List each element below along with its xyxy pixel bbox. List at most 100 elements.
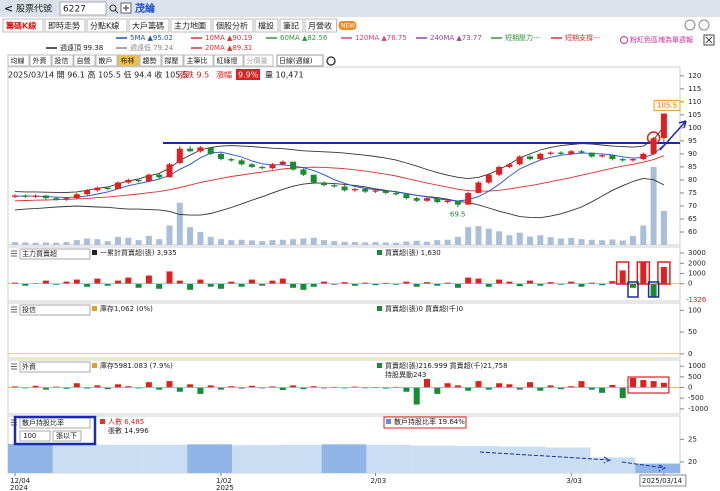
- flow-bar: [619, 270, 626, 284]
- decline-arrow: [479, 451, 667, 472]
- toolbar-button[interactable]: [51, 54, 74, 67]
- flow-bar: [341, 387, 348, 389]
- y-tick-label: 0: [688, 280, 692, 288]
- toolbar-button[interactable]: [161, 54, 184, 67]
- tab[interactable]: [304, 18, 337, 33]
- new-badge: NEW: [341, 23, 355, 30]
- flow-bar: [609, 281, 616, 284]
- toolbar-button[interactable]: [73, 54, 96, 67]
- pct-value: 9.9%: [238, 71, 259, 80]
- panel-select[interactable]: [19, 304, 91, 316]
- tab[interactable]: [279, 18, 304, 33]
- holding-column: [545, 447, 591, 473]
- volume-bar: [63, 242, 70, 245]
- flow-bar: [516, 387, 523, 390]
- flow-bar: [362, 282, 369, 284]
- tab[interactable]: [128, 18, 170, 33]
- volume-bar: [650, 167, 657, 245]
- toolbar-button[interactable]: [183, 54, 214, 67]
- toolbar-button[interactable]: [243, 54, 274, 67]
- flow-bar: [22, 387, 29, 389]
- tab[interactable]: [86, 18, 128, 33]
- close-icon[interactable]: [703, 34, 715, 46]
- tab-label: 大戶籌碼: [132, 21, 164, 31]
- date-box: [639, 474, 687, 487]
- volume-info: 量 10,471: [265, 71, 304, 80]
- flow-bar: [32, 385, 39, 388]
- toolbar-button[interactable]: [29, 54, 52, 67]
- candle-body: [279, 161, 286, 165]
- flow-bar: [599, 283, 606, 286]
- panel-select[interactable]: [19, 248, 91, 260]
- flow-bar: [12, 386, 18, 388]
- tab[interactable]: [2, 18, 44, 33]
- flow-bar: [650, 283, 657, 298]
- tab[interactable]: [254, 18, 279, 33]
- tab[interactable]: [44, 18, 86, 33]
- code-input[interactable]: [59, 1, 107, 16]
- volume-bar: [12, 242, 18, 245]
- toolbar-button[interactable]: [139, 54, 162, 67]
- flow-bar: [557, 283, 564, 285]
- candle-body: [269, 164, 276, 169]
- back-button[interactable]: <: [4, 2, 13, 15]
- flow-bar: [248, 385, 255, 388]
- candle-body: [382, 190, 389, 193]
- ma-legend: 60MA ▲82.56: [280, 34, 328, 42]
- candle-body: [73, 194, 80, 199]
- flow-bar: [588, 387, 595, 390]
- period-select[interactable]: [276, 54, 324, 67]
- candle-body: [341, 186, 348, 191]
- volume-bar: [341, 241, 348, 245]
- flow-bar: [537, 283, 544, 286]
- flow-bar: [42, 387, 49, 390]
- flow-bar: [444, 383, 451, 388]
- flow-bar: [135, 283, 142, 288]
- panel-legend: 買賣超(張) 1,630: [385, 248, 441, 257]
- volume-bar: [434, 240, 441, 245]
- add-icon[interactable]: [120, 2, 132, 14]
- y-tick-label: 100: [688, 124, 701, 132]
- flow-bar: [187, 283, 194, 290]
- unit-label: 張以下: [56, 432, 77, 440]
- x-tick-label: 2025/03/14: [642, 477, 683, 485]
- flow-bar: [259, 387, 266, 389]
- tab[interactable]: [212, 18, 254, 33]
- holding-column: [590, 457, 636, 473]
- candle-body: [527, 156, 533, 160]
- holding-column: [366, 444, 412, 473]
- flow-bar: [434, 283, 441, 286]
- settings-icon[interactable]: [326, 56, 336, 66]
- unit-button[interactable]: [52, 430, 82, 442]
- y-tick-label: 0: [688, 384, 692, 392]
- flow-bar: [125, 386, 132, 388]
- volume-bar: [630, 235, 636, 245]
- volume-bar: [321, 240, 327, 245]
- volume-bar: [382, 242, 389, 245]
- volume-bar: [197, 232, 204, 245]
- tab[interactable]: [170, 18, 212, 33]
- ma-legend: 短期壓力---: [505, 33, 541, 42]
- toolbar-button[interactable]: [213, 54, 244, 67]
- count-select[interactable]: [19, 430, 51, 442]
- high-label: 105.5: [657, 102, 677, 110]
- toolbar-label: 撐壓: [165, 56, 179, 65]
- toolbar-button[interactable]: [95, 54, 118, 67]
- flow-bar: [496, 383, 503, 388]
- candle-body: [424, 198, 430, 201]
- panel-frame: [7, 302, 681, 359]
- panel-select[interactable]: [19, 361, 91, 373]
- volume-bar: [527, 236, 533, 245]
- help-icons[interactable]: [684, 19, 710, 31]
- flow-bar: [382, 387, 389, 389]
- tab-bar: 籌碼K線 即時走勢 分點K線 大戶籌碼 主力地圖 個股分析 檔設 筆記 月營收 NEW: [2, 18, 357, 33]
- search-icon[interactable]: [109, 4, 119, 14]
- toolbar-button[interactable]: [7, 54, 30, 67]
- candle-body: [290, 161, 297, 170]
- candle-body: [650, 138, 657, 154]
- toolbar-button[interactable]: [117, 54, 140, 67]
- panel-name: 外資: [22, 362, 36, 371]
- flow-bar: [84, 387, 91, 389]
- candle-body: [176, 148, 183, 164]
